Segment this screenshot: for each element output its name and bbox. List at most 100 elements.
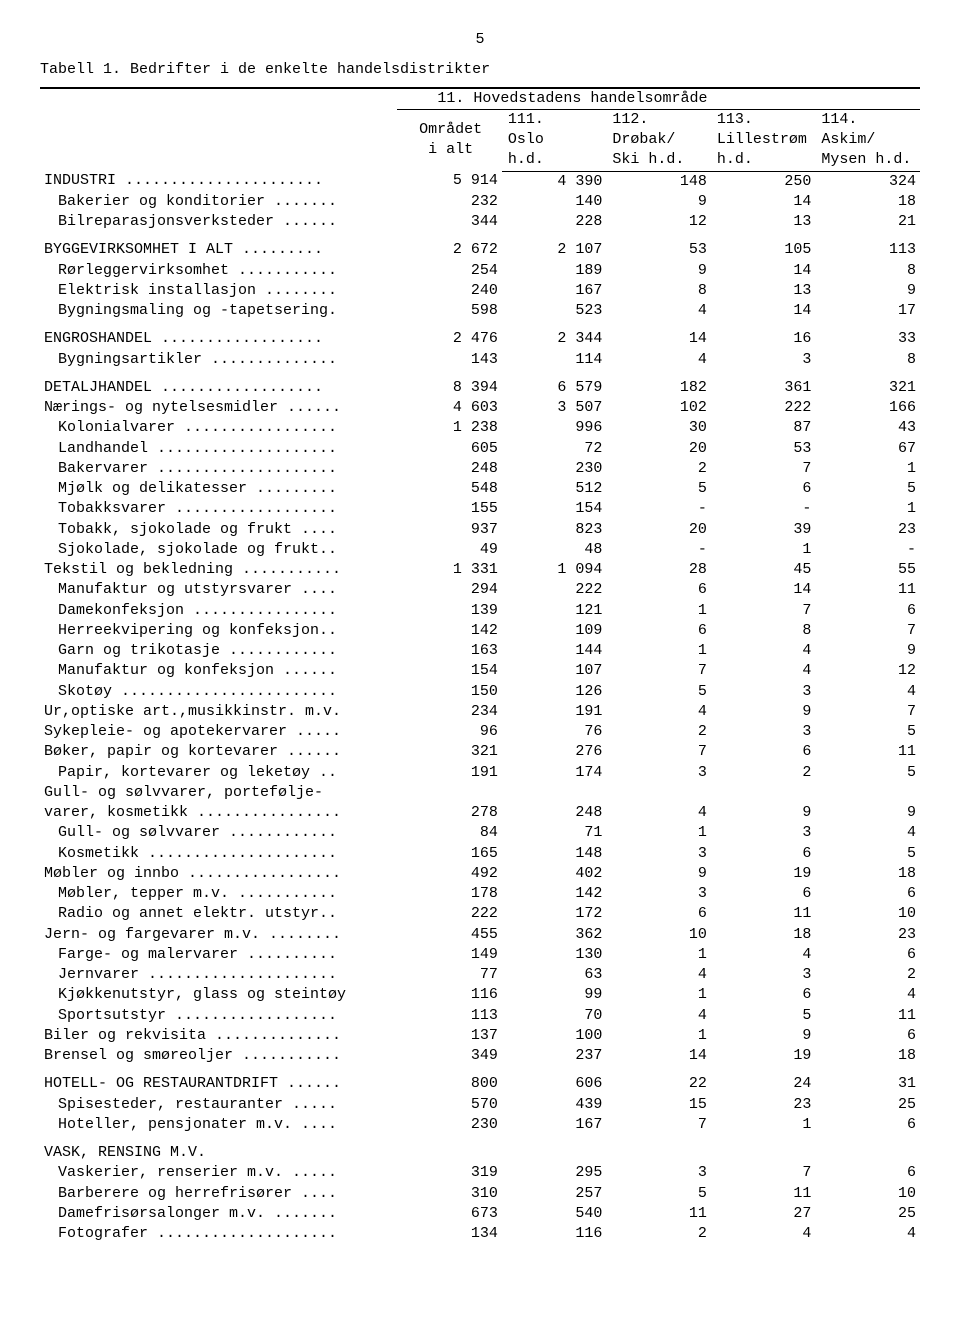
table-row: Møbler og innbo .................4924029… xyxy=(40,864,920,884)
row-label: Vaskerier, renserier m.v. ..... xyxy=(40,1163,397,1183)
row-label: Herreekvipering og konfeksjon.. xyxy=(40,621,397,641)
row-value: 12 xyxy=(606,212,711,232)
row-label: Bakerier og konditorier ....... xyxy=(40,192,397,212)
row-label: Bygningsartikler .............. xyxy=(40,350,397,370)
row-label: Ur,optiske art.,musikkinstr. m.v. xyxy=(40,702,397,722)
row-value: 39 xyxy=(711,520,816,540)
row-value: 4 xyxy=(711,945,816,965)
row-value: 4 xyxy=(606,702,711,722)
table-row: varer, kosmetikk ................2782484… xyxy=(40,803,920,823)
row-value: 48 xyxy=(502,540,607,560)
row-value: 19 xyxy=(711,1046,816,1066)
row-value: 17 xyxy=(815,301,920,321)
row-label: Tobakksvarer .................. xyxy=(40,499,397,519)
row-label: Kosmetikk ..................... xyxy=(40,844,397,864)
row-value: 996 xyxy=(502,418,607,438)
row-value: - xyxy=(606,540,711,560)
row-value: - xyxy=(815,540,920,560)
row-label: Tekstil og bekledning ........... xyxy=(40,560,397,580)
row-value: 134 xyxy=(397,1224,502,1244)
row-value: 2 xyxy=(606,1224,711,1244)
table-row: Tobakk, sjokolade og frukt ....937823203… xyxy=(40,520,920,540)
row-value: 237 xyxy=(502,1046,607,1066)
table-row: Mjølk og delikatesser .........548512565 xyxy=(40,479,920,499)
row-value: 5 xyxy=(815,844,920,864)
row-value: 189 xyxy=(502,261,607,281)
row-value xyxy=(711,783,816,803)
table-row: Garn og trikotasje ............163144149 xyxy=(40,641,920,661)
row-value: 18 xyxy=(815,192,920,212)
table-row: Damekonfeksjon ................139121176 xyxy=(40,601,920,621)
row-value: 71 xyxy=(502,823,607,843)
row-value: 4 603 xyxy=(397,398,502,418)
row-value: 149 xyxy=(397,945,502,965)
table-row: Kosmetikk .....................165148365 xyxy=(40,844,920,864)
row-value xyxy=(606,783,711,803)
row-value: 9 xyxy=(606,192,711,212)
row-value: 2 xyxy=(606,459,711,479)
row-value: 7 xyxy=(711,1163,816,1183)
row-value: 16 xyxy=(711,321,816,349)
row-value: 800 xyxy=(397,1066,502,1094)
row-value: 2 xyxy=(815,965,920,985)
row-value: 174 xyxy=(502,763,607,783)
table-row: Tobakksvarer ..................155154--1 xyxy=(40,499,920,519)
row-value: 4 xyxy=(815,823,920,843)
row-value: 109 xyxy=(502,621,607,641)
row-value: 14 xyxy=(711,301,816,321)
table-row: Sykepleie- og apotekervarer .....9676235 xyxy=(40,722,920,742)
header-super: 11. Hovedstadens handelsområde xyxy=(437,90,707,107)
row-value: 100 xyxy=(502,1026,607,1046)
row-value: 67 xyxy=(815,439,920,459)
row-value: 234 xyxy=(397,702,502,722)
row-value: 18 xyxy=(711,925,816,945)
row-value: 248 xyxy=(397,459,502,479)
table-row: Bilreparasjonsverksteder ......344228121… xyxy=(40,212,920,232)
table-row: Elektrisk installasjon ........240167813… xyxy=(40,281,920,301)
row-value: 11 xyxy=(711,1184,816,1204)
table-row: DETALJHANDEL ..................8 3946 57… xyxy=(40,370,920,398)
row-value xyxy=(397,1135,502,1163)
row-value: 3 xyxy=(711,350,816,370)
hdr-col4-2: Mysen h.d. xyxy=(821,151,911,168)
row-value: 121 xyxy=(502,601,607,621)
row-label: Bilreparasjonsverksteder ...... xyxy=(40,212,397,232)
row-value: 14 xyxy=(711,580,816,600)
row-value: 53 xyxy=(711,439,816,459)
row-value: 9 xyxy=(815,641,920,661)
row-value: 15 xyxy=(606,1095,711,1115)
table-row: VASK, RENSING M.V. xyxy=(40,1135,920,1163)
row-value: 9 xyxy=(815,803,920,823)
row-value: 9 xyxy=(606,864,711,884)
row-value: 9 xyxy=(815,281,920,301)
row-value: 5 xyxy=(606,479,711,499)
row-value: 76 xyxy=(502,722,607,742)
hdr-col1-0: 111. xyxy=(508,111,544,128)
row-value: 143 xyxy=(397,350,502,370)
row-value: 113 xyxy=(397,1006,502,1026)
table-row: Manufaktur og utstyrsvarer ....294222614… xyxy=(40,580,920,600)
row-value: 45 xyxy=(711,560,816,580)
row-label: Radio og annet elektr. utstyr.. xyxy=(40,904,397,924)
row-value: 137 xyxy=(397,1026,502,1046)
row-value: 295 xyxy=(502,1163,607,1183)
table-row: Kolonialvarer .................1 2389963… xyxy=(40,418,920,438)
row-value: 5 xyxy=(815,479,920,499)
row-value: 114 xyxy=(502,350,607,370)
row-value: 3 xyxy=(711,823,816,843)
row-value: 155 xyxy=(397,499,502,519)
row-value: 22 xyxy=(606,1066,711,1094)
row-value: 20 xyxy=(606,439,711,459)
row-value: 310 xyxy=(397,1184,502,1204)
row-value: 1 xyxy=(815,459,920,479)
row-value xyxy=(397,783,502,803)
row-value: 361 xyxy=(711,370,816,398)
row-value: 1 094 xyxy=(502,560,607,580)
row-value: 163 xyxy=(397,641,502,661)
row-value: 3 xyxy=(711,682,816,702)
row-value: 154 xyxy=(502,499,607,519)
row-value: 8 xyxy=(815,350,920,370)
row-value xyxy=(502,1135,607,1163)
row-value: 240 xyxy=(397,281,502,301)
row-value: 99 xyxy=(502,985,607,1005)
